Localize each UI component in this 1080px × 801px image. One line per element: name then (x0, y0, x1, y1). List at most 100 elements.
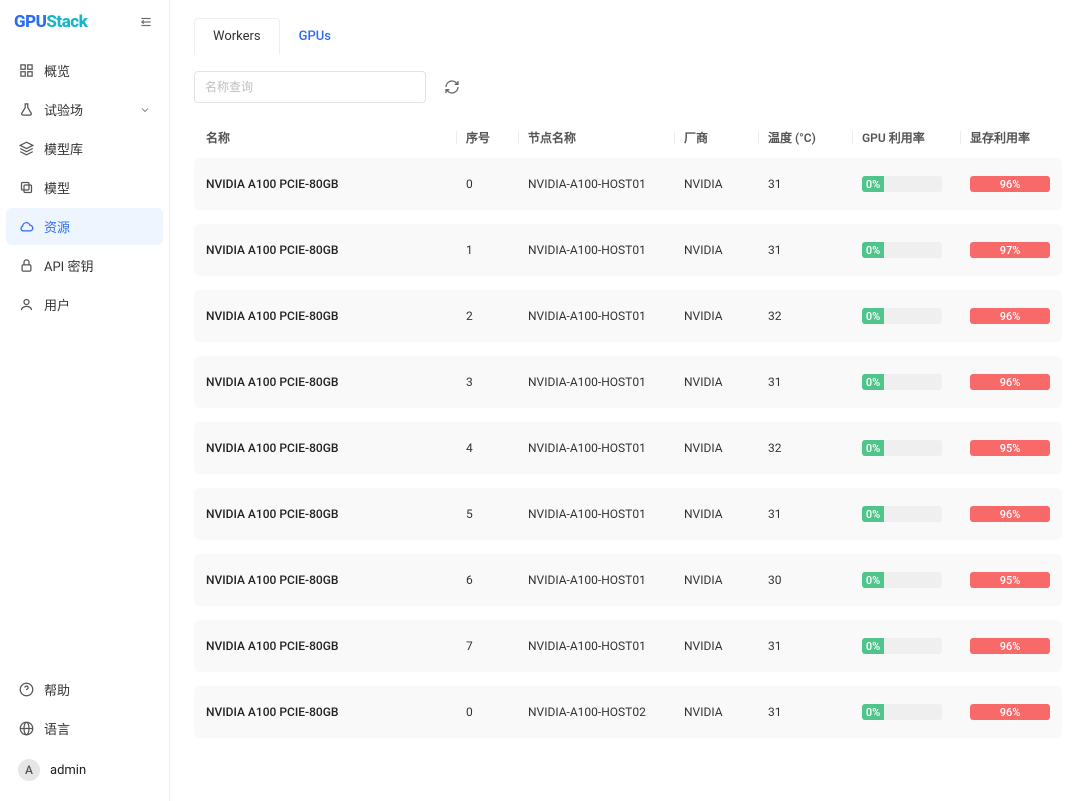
cell-gpu-util: 0% (862, 440, 970, 456)
cell-node: NVIDIA-A100-HOST01 (528, 639, 684, 653)
brand-logo[interactable]: GPUStack (14, 12, 87, 32)
cell-gpu-util: 0% (862, 704, 970, 720)
cell-index: 2 (466, 309, 528, 323)
mem-util-value: 96% (970, 308, 1050, 324)
brand-part2: Stack (46, 12, 87, 32)
globe-icon (18, 721, 34, 737)
sidebar-item-label: 模型 (44, 178, 70, 197)
table-row[interactable]: NVIDIA A100 PCIE-80GB7NVIDIA-A100-HOST01… (194, 620, 1062, 672)
gpu-util-value: 0% (862, 506, 884, 522)
cell-gpu-util: 0% (862, 242, 970, 258)
sidebar-collapse-button[interactable] (137, 13, 155, 31)
cell-index: 7 (466, 639, 528, 653)
refresh-button[interactable] (438, 73, 466, 101)
cell-vendor: NVIDIA (684, 507, 768, 521)
table-row[interactable]: NVIDIA A100 PCIE-80GB1NVIDIA-A100-HOST01… (194, 224, 1062, 276)
mem-util-value: 96% (970, 176, 1050, 192)
cell-node: NVIDIA-A100-HOST01 (528, 309, 684, 323)
cell-temp: 32 (768, 309, 862, 323)
cell-mem-util: 96% (970, 506, 1066, 522)
table-row[interactable]: NVIDIA A100 PCIE-80GB0NVIDIA-A100-HOST02… (194, 686, 1062, 738)
cell-index: 6 (466, 573, 528, 587)
cell-name: NVIDIA A100 PCIE-80GB (206, 177, 466, 191)
sidebar-item-label: 帮助 (44, 680, 70, 699)
sidebar-item-resources[interactable]: 资源 (6, 208, 163, 245)
cell-name: NVIDIA A100 PCIE-80GB (206, 243, 466, 257)
mem-util-bar: 96% (970, 374, 1050, 390)
sidebar-item-models[interactable]: 模型 (6, 169, 163, 206)
column-header-node: 节点名称 (528, 129, 684, 146)
sidebar-item-lang[interactable]: 语言 (6, 710, 163, 747)
sidebar-item-label: 概览 (44, 61, 70, 80)
table-row[interactable]: NVIDIA A100 PCIE-80GB6NVIDIA-A100-HOST01… (194, 554, 1062, 606)
sidebar-item-modelhub[interactable]: 模型库 (6, 130, 163, 167)
cell-gpu-util: 0% (862, 176, 970, 192)
sidebar-item-playground[interactable]: 试验场 (6, 91, 163, 128)
mem-util-bar: 96% (970, 704, 1050, 720)
current-user[interactable]: A admin (6, 749, 163, 791)
sidebar-item-label: 模型库 (44, 139, 83, 158)
mem-util-bar: 96% (970, 638, 1050, 654)
table-header: 名称序号节点名称厂商温度 (°C)GPU 利用率显存利用率 (194, 117, 1062, 158)
gpu-util-value: 0% (862, 440, 884, 456)
cell-name: NVIDIA A100 PCIE-80GB (206, 309, 466, 323)
chevron-down-icon (139, 104, 151, 116)
column-header-name: 名称 (206, 129, 466, 146)
gpu-util-value: 0% (862, 704, 884, 720)
gpu-util-bar: 0% (862, 308, 942, 324)
mem-util-bar: 95% (970, 440, 1050, 456)
toolbar (194, 71, 1062, 103)
search-input[interactable] (194, 71, 426, 103)
cell-index: 3 (466, 375, 528, 389)
sidebar-item-users[interactable]: 用户 (6, 286, 163, 323)
sidebar-item-help[interactable]: 帮助 (6, 671, 163, 708)
gpu-util-value: 0% (862, 638, 884, 654)
mem-util-value: 96% (970, 638, 1050, 654)
mem-util-bar: 97% (970, 242, 1050, 258)
flask-icon (18, 102, 34, 118)
sidebar-item-label: 语言 (44, 719, 70, 738)
table-body: NVIDIA A100 PCIE-80GB0NVIDIA-A100-HOST01… (194, 158, 1062, 738)
cell-node: NVIDIA-A100-HOST01 (528, 441, 684, 455)
cell-node: NVIDIA-A100-HOST01 (528, 375, 684, 389)
cell-mem-util: 96% (970, 374, 1066, 390)
sidebar-header: GPUStack (0, 0, 169, 44)
cell-temp: 31 (768, 177, 862, 191)
mem-util-value: 96% (970, 704, 1050, 720)
cell-index: 5 (466, 507, 528, 521)
cell-index: 0 (466, 705, 528, 719)
cell-temp: 32 (768, 441, 862, 455)
cell-vendor: NVIDIA (684, 705, 768, 719)
cell-gpu-util: 0% (862, 374, 970, 390)
user-icon (18, 297, 34, 313)
cell-mem-util: 97% (970, 242, 1066, 258)
table-row[interactable]: NVIDIA A100 PCIE-80GB3NVIDIA-A100-HOST01… (194, 356, 1062, 408)
sidebar-item-apikeys[interactable]: API 密钥 (6, 247, 163, 284)
cell-gpu-util: 0% (862, 308, 970, 324)
table-row[interactable]: NVIDIA A100 PCIE-80GB2NVIDIA-A100-HOST01… (194, 290, 1062, 342)
cell-temp: 31 (768, 243, 862, 257)
gpu-util-bar: 0% (862, 506, 942, 522)
tab-gpus[interactable]: GPUs (280, 18, 350, 55)
cell-vendor: NVIDIA (684, 309, 768, 323)
cell-index: 0 (466, 177, 528, 191)
mem-util-bar: 95% (970, 572, 1050, 588)
cell-mem-util: 95% (970, 440, 1066, 456)
gpu-util-value: 0% (862, 176, 884, 192)
cell-vendor: NVIDIA (684, 573, 768, 587)
sidebar-item-overview[interactable]: 概览 (6, 52, 163, 89)
cell-name: NVIDIA A100 PCIE-80GB (206, 507, 466, 521)
gpu-util-bar: 0% (862, 242, 942, 258)
table-row[interactable]: NVIDIA A100 PCIE-80GB4NVIDIA-A100-HOST01… (194, 422, 1062, 474)
cell-name: NVIDIA A100 PCIE-80GB (206, 639, 466, 653)
cell-mem-util: 96% (970, 704, 1066, 720)
table-row[interactable]: NVIDIA A100 PCIE-80GB5NVIDIA-A100-HOST01… (194, 488, 1062, 540)
cell-vendor: NVIDIA (684, 441, 768, 455)
table-row[interactable]: NVIDIA A100 PCIE-80GB0NVIDIA-A100-HOST01… (194, 158, 1062, 210)
cell-node: NVIDIA-A100-HOST01 (528, 573, 684, 587)
layers-icon (18, 141, 34, 157)
mem-util-value: 96% (970, 506, 1050, 522)
gpu-util-bar: 0% (862, 176, 942, 192)
tab-workers[interactable]: Workers (194, 18, 280, 55)
cell-index: 4 (466, 441, 528, 455)
